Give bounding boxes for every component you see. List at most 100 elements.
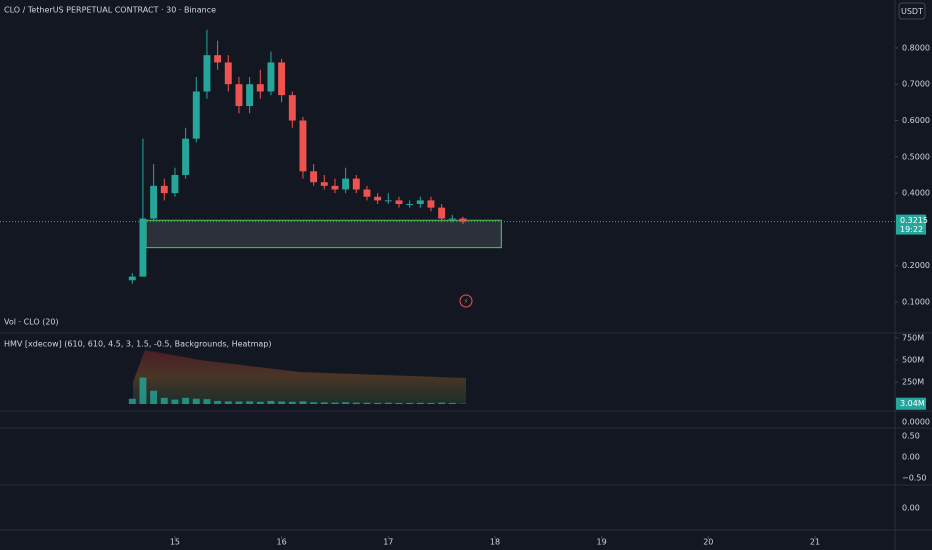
y-tick-label: 250M	[902, 377, 924, 386]
candle-body	[352, 178, 360, 190]
volume-bar	[256, 401, 264, 404]
heatmap-background	[133, 350, 466, 404]
x-tick-label: 21	[810, 538, 820, 547]
volume-bar	[224, 401, 232, 404]
candle-body	[278, 62, 286, 96]
indicator-title: HMV [xdecow] (610, 610, 4.5, 3, 1.5, -0.…	[4, 340, 271, 349]
alert-icon[interactable]	[459, 294, 473, 308]
volume-bar	[395, 402, 403, 404]
candle-body	[214, 55, 222, 63]
volume-bar	[416, 402, 424, 404]
x-tick-label: 16	[277, 538, 287, 547]
y-tick-label: 0.4000	[902, 189, 930, 198]
volume-bar	[192, 398, 200, 404]
y-tick-label: 0.2000	[902, 261, 930, 270]
y-tick-label: 500M	[902, 355, 924, 364]
volume-bar	[320, 402, 328, 404]
candle-body	[182, 138, 190, 175]
candle-body	[235, 84, 243, 106]
candle-body	[438, 207, 446, 219]
x-tick-label: 18	[490, 538, 500, 547]
volume-bar	[288, 401, 296, 404]
volume-tag	[896, 397, 926, 410]
volume-bar	[278, 401, 286, 404]
candle-body	[320, 182, 328, 186]
symbol-title: CLO / TetherUS PERPETUAL CONTRACT · 30 ·…	[4, 6, 216, 15]
zone-box	[145, 219, 502, 249]
y-tick-label: 0.7000	[902, 80, 930, 89]
candle-body	[246, 84, 254, 106]
y-tick-label: 0.8000	[902, 43, 930, 52]
y-tick-label: 750M	[902, 333, 924, 342]
candle-body	[299, 120, 307, 172]
candle-body	[288, 95, 296, 121]
volume-bar	[299, 401, 307, 404]
panel-tick-label: 0.50	[902, 432, 920, 441]
candle-body	[363, 189, 371, 197]
volume-bar	[384, 402, 392, 404]
candle-body	[224, 62, 232, 85]
volume-bar	[406, 402, 414, 404]
x-tick-label: 17	[383, 538, 393, 547]
volume-bar	[310, 402, 318, 404]
candle-body	[160, 185, 168, 194]
y-tick-label: 0.1000	[902, 298, 930, 307]
volume-bar	[352, 402, 360, 404]
volume-bar	[139, 377, 147, 404]
volume-bar	[128, 398, 136, 404]
candle-body	[267, 62, 275, 92]
candle-body	[342, 178, 350, 190]
volume-bar	[171, 399, 179, 404]
panel-tick-label: 0.00	[902, 453, 920, 462]
x-tick-label: 19	[597, 538, 607, 547]
panel-tick-label: 0.00	[902, 504, 920, 513]
volume-bar	[160, 397, 168, 404]
candle-body	[203, 55, 211, 92]
volume-current-label: 3.04M	[900, 399, 925, 408]
candle-body	[150, 185, 158, 219]
panel-tick-label: −0.50	[902, 474, 927, 483]
volume-bar	[246, 401, 254, 404]
candle-body	[171, 174, 179, 194]
candle-body	[448, 218, 456, 220]
currency-label: USDT	[901, 7, 923, 16]
y-tick-label: 0.5000	[902, 152, 930, 161]
alert-bolt: ⚡	[464, 298, 469, 306]
volume-bar	[235, 401, 243, 404]
currency-button[interactable]	[898, 2, 926, 20]
volume-bar	[150, 390, 158, 404]
volume-bar	[267, 400, 275, 404]
x-tick-label: 15	[170, 538, 180, 547]
volume-bar	[427, 402, 435, 404]
volume-bar	[363, 402, 371, 404]
volume-bar	[182, 397, 190, 404]
volume-title: Vol · CLO (20)	[4, 318, 59, 327]
volume-bar	[448, 402, 456, 404]
volume-bar	[438, 402, 446, 404]
candle-body	[256, 84, 264, 92]
candle-body	[310, 171, 318, 183]
candle-body	[395, 200, 403, 205]
x-tick-label: 20	[703, 538, 713, 547]
volume-bar	[203, 399, 211, 404]
volume-bar	[374, 402, 382, 404]
countdown-label: 19:22	[900, 225, 923, 234]
candle-body	[331, 185, 339, 190]
volume-bar	[214, 400, 222, 404]
candle-body	[416, 200, 424, 205]
candle-body	[192, 91, 200, 139]
candle-body	[128, 276, 136, 281]
current-price-tag	[896, 214, 926, 235]
volume-bar	[331, 402, 339, 404]
candle-body	[459, 218, 467, 222]
candle-body	[427, 200, 435, 208]
volume-bar	[342, 402, 350, 404]
candle-body	[406, 204, 414, 206]
candle-body	[384, 200, 392, 202]
current-price-label: 0.3215	[900, 216, 928, 225]
y-tick-label: 0.6000	[902, 116, 930, 125]
candle-body	[139, 218, 147, 277]
panel-tick-label: 0.0000	[902, 418, 930, 427]
candle-body	[374, 196, 382, 201]
